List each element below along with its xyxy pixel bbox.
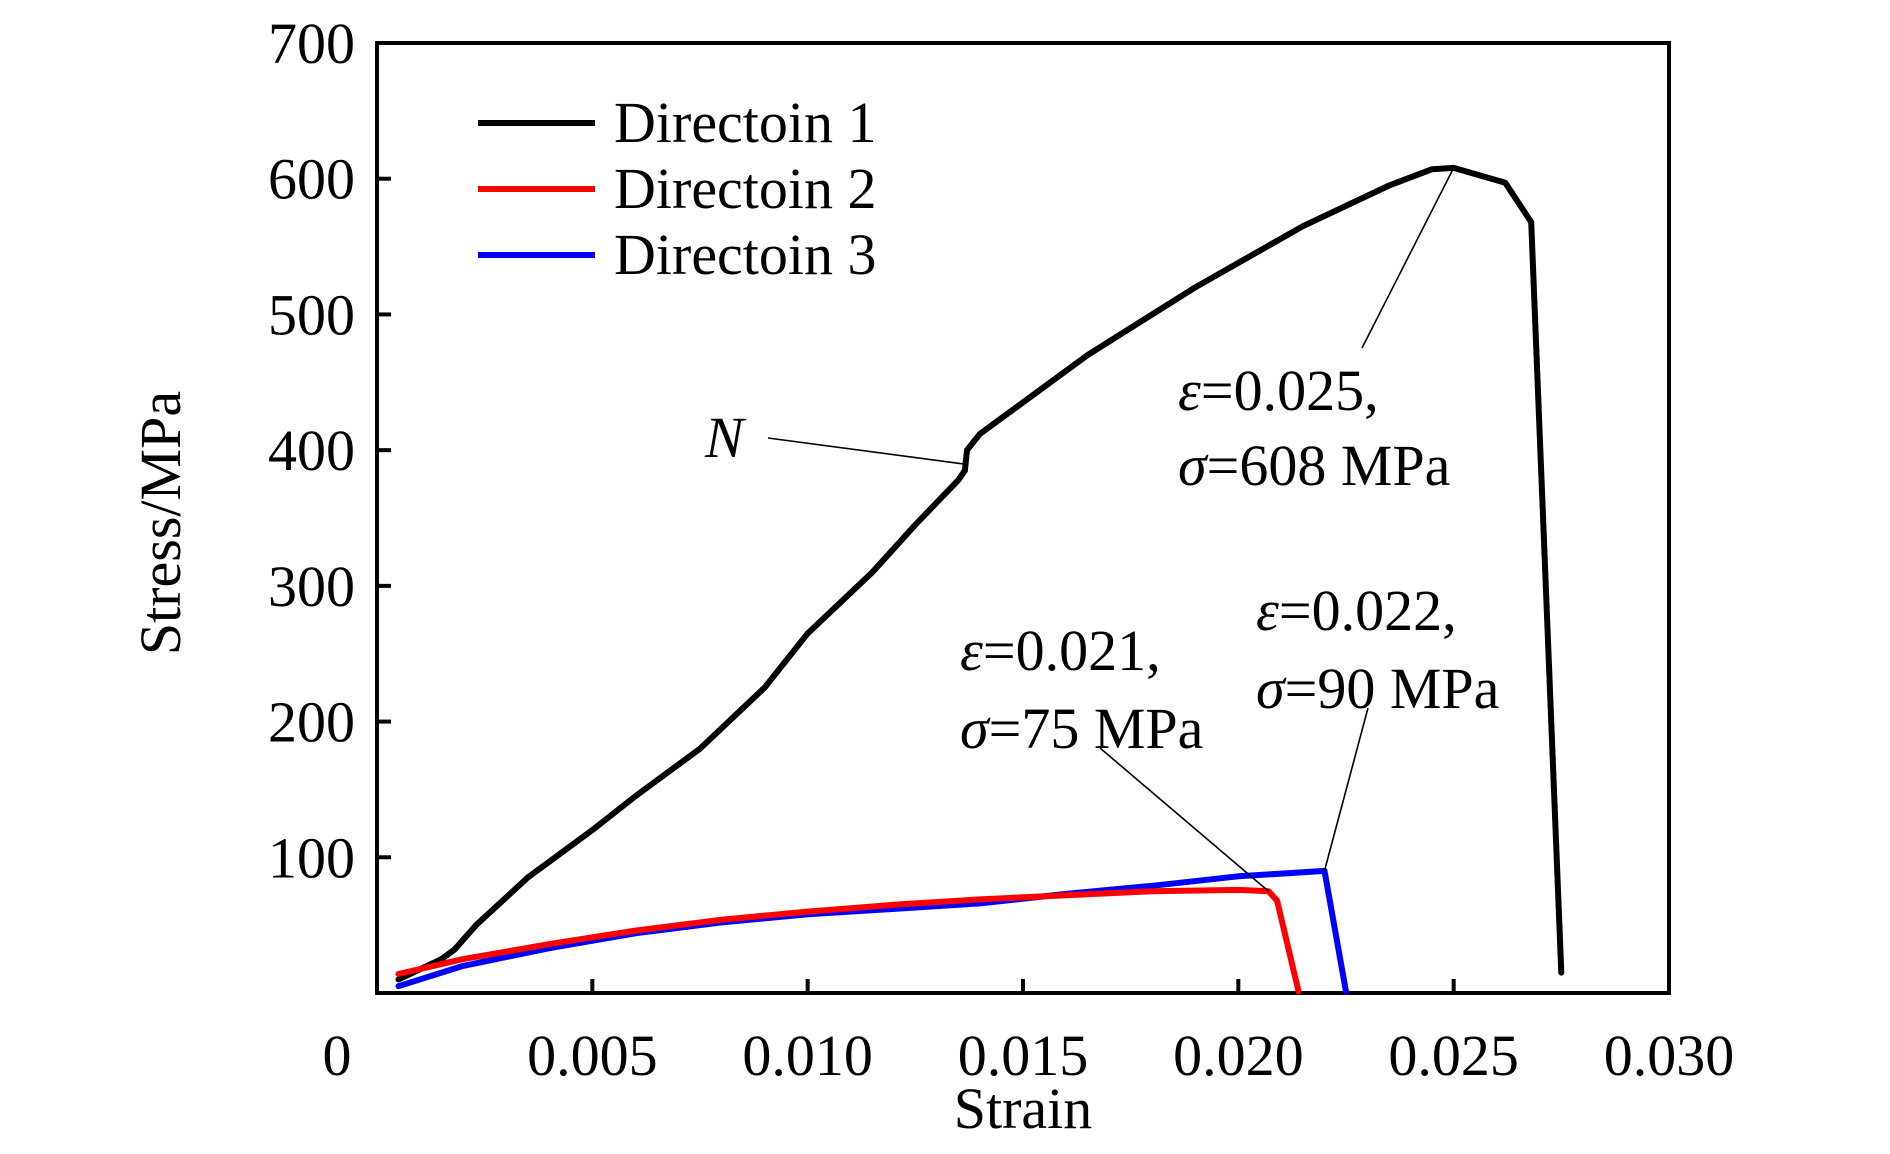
- y-tick-label: 200: [268, 690, 355, 755]
- legend-label-2: Directoin 2: [614, 156, 877, 221]
- x-tick-label: 0.025: [1388, 1023, 1519, 1088]
- annotation-peak-3-stress: σ=90 MPa: [1256, 656, 1499, 721]
- y-tick-label: 700: [268, 11, 355, 76]
- annotation-peak-2-stress: σ=75 MPa: [960, 696, 1203, 761]
- series-layer: [395, 164, 1565, 995]
- annotation-peak-2-strain: ε=0.021,: [960, 618, 1161, 683]
- annotation-peak-1-leader: [1361, 167, 1455, 349]
- annotation-peak-3-stress-value: =90 MPa: [1285, 656, 1500, 721]
- ticks-layer: 0 0.005 0.010 0.015 0.020 0.025 0.030 100 200 300…: [268, 11, 1734, 1088]
- x-tick-label: 0: [323, 1023, 352, 1088]
- plot-area-border: [375, 41, 1671, 995]
- y-tick-label: 500: [268, 282, 355, 347]
- annotation-peak-2-epsilon-symbol: ε: [960, 618, 983, 683]
- annotation-peak-3-epsilon-symbol: ε: [1256, 578, 1279, 643]
- y-tick-label: 400: [268, 418, 355, 483]
- annotation-peak-1-strain: ε=0.025,: [1178, 358, 1379, 423]
- x-tick-label: 0.005: [527, 1023, 658, 1088]
- annotation-peak-2-strain-value: =0.021,: [983, 618, 1161, 683]
- y-axis-title: Stress/MPa: [128, 391, 193, 655]
- annotation-n-leader: [767, 437, 966, 466]
- legend-label-1: Directoin 1: [614, 90, 877, 155]
- x-tick-label: 0.015: [958, 1023, 1089, 1088]
- annotation-peak-1-strain-value: =0.025,: [1201, 358, 1379, 423]
- y-tick-label: 300: [268, 554, 355, 619]
- annotation-peak-3-strain-value: =0.022,: [1279, 578, 1457, 643]
- annotation-peak-3-sigma-symbol: σ: [1256, 656, 1287, 721]
- annotation-peak-2-stress-value: =75 MPa: [989, 696, 1204, 761]
- x-tick-label: 0.010: [742, 1023, 873, 1088]
- legend-label-3: Directoin 3: [614, 222, 877, 287]
- annotation-peak-1-epsilon-symbol: ε: [1178, 358, 1201, 423]
- x-tick-label: 0.030: [1604, 1023, 1735, 1088]
- annotation-peak-3-strain: ε=0.022,: [1256, 578, 1457, 643]
- annotation-peak-1-stress-value: =608 MPa: [1207, 433, 1451, 498]
- series-line-1: [395, 164, 1565, 983]
- annotation-n-label: N: [704, 405, 747, 470]
- annotation-peak-3-leader: [1323, 707, 1369, 872]
- series-line-3: [395, 867, 1349, 995]
- plot-frame: [375, 41, 1671, 995]
- y-tick-label: 100: [268, 825, 355, 890]
- annotation-peak-2-leader: [1099, 747, 1269, 892]
- x-axis-title: Strain: [954, 1076, 1093, 1141]
- annotation-peak-1-sigma-symbol: σ: [1178, 433, 1209, 498]
- annotation-peak-1-stress: σ=608 MPa: [1178, 433, 1450, 498]
- x-tick-label: 0.020: [1173, 1023, 1304, 1088]
- series-line-2: [395, 886, 1302, 995]
- annotation-peak-2-sigma-symbol: σ: [960, 696, 991, 761]
- y-tick-label: 600: [268, 147, 355, 212]
